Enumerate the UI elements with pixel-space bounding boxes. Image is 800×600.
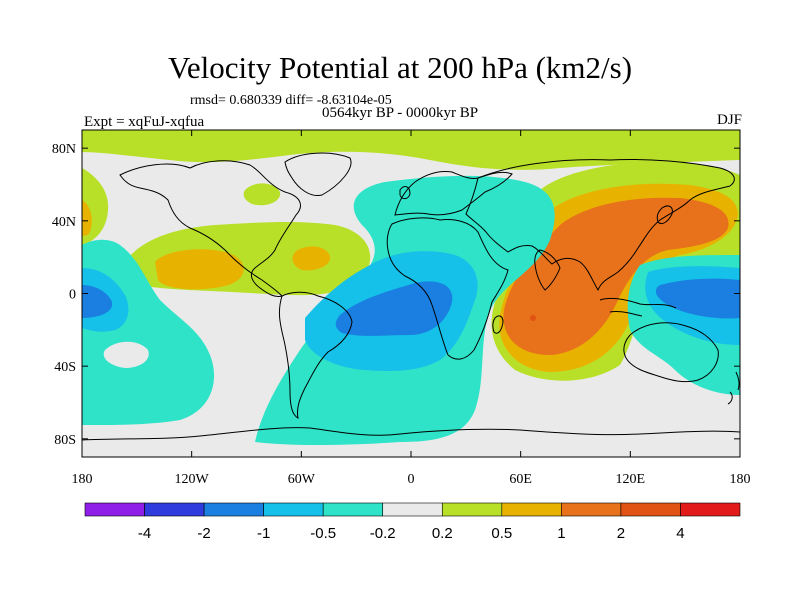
coast-india bbox=[534, 249, 561, 291]
coast-japan bbox=[656, 205, 673, 225]
coast-greenland bbox=[284, 152, 352, 197]
lat-tick-label: 80S bbox=[54, 433, 76, 448]
lat-tick-label: 40N bbox=[52, 215, 76, 230]
colorbar-swatch bbox=[322, 502, 384, 517]
colorbar-swatch bbox=[144, 502, 205, 517]
colorbar-swatch bbox=[203, 502, 264, 517]
lon-tick-label: 180 bbox=[730, 472, 751, 487]
colorbar-label: 4 bbox=[676, 525, 684, 542]
coast-madagascar bbox=[492, 315, 504, 334]
coast-africa bbox=[386, 217, 509, 360]
region-yellow-americas bbox=[155, 249, 244, 290]
colorbar-label: 1 bbox=[557, 525, 565, 542]
colorbar-swatch bbox=[620, 502, 681, 517]
colorbar-label: 0.2 bbox=[432, 525, 453, 542]
latitude-axis: 80N 40N 0 40S 80S bbox=[52, 142, 740, 448]
experiment-label: Expt = xqFuJ-xqfua bbox=[84, 114, 205, 130]
region-blue-atlantic bbox=[335, 281, 453, 336]
region-green-greenland bbox=[243, 183, 281, 206]
region-yellow-westpacific bbox=[82, 200, 92, 236]
coast-antarctica bbox=[82, 427, 740, 441]
lat-tick-label: 0 bbox=[69, 288, 76, 303]
region-yellow-caribbean bbox=[292, 246, 331, 271]
coastlines bbox=[82, 152, 740, 441]
coast-newzealand bbox=[727, 371, 740, 405]
colorbar-swatch bbox=[561, 502, 622, 517]
colorbar-swatch bbox=[680, 502, 741, 517]
lon-tick-label: 60E bbox=[509, 472, 532, 487]
coast-australia bbox=[623, 322, 719, 383]
season-label: DJF bbox=[716, 112, 742, 128]
stats-label: rmsd= 0.680339 diff= -8.63104e-05 bbox=[190, 93, 392, 108]
region-blue-pacific-east bbox=[655, 278, 740, 319]
region-red-max bbox=[530, 315, 536, 321]
region-orange-eastern bbox=[503, 197, 729, 356]
colorbar-swatch bbox=[84, 502, 145, 517]
colorbar-label: -0.2 bbox=[370, 525, 396, 542]
colorbar-swatch bbox=[501, 502, 562, 517]
colorbar-label: -1 bbox=[257, 525, 270, 542]
region-blue-pacific-west bbox=[82, 285, 113, 318]
coast-south-america bbox=[279, 291, 353, 419]
lon-tick-label: 180 bbox=[72, 472, 93, 487]
colorbar: -4 -2 -1 -0.5 -0.2 0.2 0.5 1 2 4 bbox=[84, 502, 741, 542]
lon-tick-label: 120E bbox=[616, 472, 646, 487]
lat-tick-label: 40S bbox=[54, 360, 76, 375]
lon-tick-label: 60W bbox=[288, 472, 316, 487]
period-label: 0564kyr BP - 0000kyr BP bbox=[322, 105, 479, 121]
colorbar-label: -0.5 bbox=[310, 525, 336, 542]
coast-britain bbox=[399, 186, 411, 200]
lon-tick-label: 0 bbox=[408, 472, 415, 487]
colorbar-label: 2 bbox=[617, 525, 625, 542]
coast-indonesia bbox=[599, 297, 677, 317]
colorbar-swatch bbox=[263, 502, 324, 517]
colorbar-swatch bbox=[441, 502, 503, 517]
region-grey-southpacific bbox=[103, 341, 149, 368]
velocity-potential-field bbox=[82, 130, 740, 457]
lat-tick-label: 80N bbox=[52, 142, 76, 157]
lon-tick-label: 120W bbox=[175, 472, 210, 487]
coast-north-america bbox=[119, 160, 301, 297]
colorbar-label: 0.5 bbox=[491, 525, 512, 542]
colorbar-label: -2 bbox=[197, 525, 210, 542]
coast-asia bbox=[465, 158, 735, 292]
longitude-axis: 180 120W 60W 0 60E 120E 180 bbox=[72, 130, 751, 487]
colorbar-swatch bbox=[382, 502, 443, 517]
coast-europe bbox=[394, 171, 513, 216]
page-title: Velocity Potential at 200 hPa (km2/s) bbox=[167, 50, 633, 85]
colorbar-label: -4 bbox=[138, 525, 151, 542]
